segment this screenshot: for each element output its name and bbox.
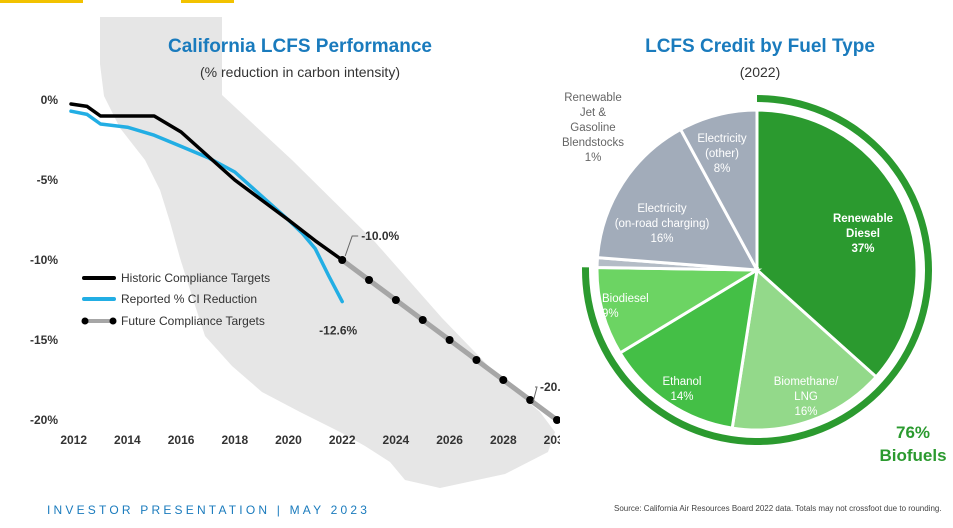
x-tick-label: 2020: [275, 433, 302, 447]
credit-by-fuel-pie-chart: 76% Biofuels Renewable Diesel 37% Biomethane…: [562, 92, 947, 465]
top-accent-bar-left: [0, 0, 83, 3]
x-tick-label: 2028: [490, 433, 517, 447]
pie-chart-subtitle: (2022): [739, 64, 781, 80]
annotation-label: -12.6%: [319, 324, 357, 338]
future-target-marker: [391, 296, 400, 304]
x-tick-label: 2024: [383, 433, 410, 447]
y-tick-label: -15%: [30, 333, 58, 347]
series-line-0: [69, 102, 344, 262]
pie-slice: [678, 108, 759, 271]
pie-slice-value: 8%: [714, 163, 731, 175]
pie-slice-value: 14%: [670, 391, 693, 403]
pie-slice-value: 16%: [794, 406, 817, 418]
pie-slice-value: 16%: [650, 233, 673, 245]
legend-label: Reported % CI Reduction: [121, 292, 257, 306]
legend-marker: [81, 317, 89, 325]
pie-slice-label: Biomethane/LNG: [774, 376, 839, 403]
pie-slice-label: Biodiesel: [602, 293, 649, 305]
pie-slice-label: Electricity (other): [697, 133, 746, 160]
x-tick-label: 2016: [168, 433, 195, 447]
future-target-marker: [526, 396, 535, 404]
pie-slice: [618, 267, 759, 430]
annotations: -10.0% -12.6% -20.0%: [319, 229, 560, 403]
future-target-marker: [418, 316, 427, 324]
pie-slice-value: 37%: [851, 243, 874, 255]
series-line-1: [69, 109, 344, 304]
california-map-silhouette: [100, 17, 555, 488]
x-tick-label: 2026: [436, 433, 463, 447]
pie-slice-label: Electricity (on-road charging): [615, 203, 710, 230]
pie-slice: [730, 267, 879, 432]
line-chart-subtitle: (% reduction in carbon intensity): [200, 64, 400, 80]
pie-chart-title: LCFS Credit by Fuel Type: [645, 36, 875, 57]
biofuels-ring: 76% Biofuels: [582, 95, 947, 465]
x-tick-label: 2030: [544, 433, 560, 447]
x-axis-ticks: 2012 2014 2016 2018 2020 2022 2024 2026 2028 2030: [60, 433, 560, 447]
legend-label: Historic Compliance Targets: [121, 271, 270, 285]
pie-slice: [755, 108, 919, 379]
pie-slice-value: 1%: [585, 152, 602, 164]
x-tick-label: 2018: [221, 433, 248, 447]
y-axis-ticks: 0% -5% -10% -15% -20%: [30, 93, 58, 427]
x-tick-label: 2014: [114, 433, 141, 447]
pie-slice-label: Ethanol: [662, 376, 701, 388]
future-target-markers: [338, 256, 560, 424]
y-tick-label: -5%: [37, 173, 59, 187]
future-target-marker: [499, 376, 508, 384]
footer-investor-presentation: INVESTOR PRESENTATION | MAY 2023: [47, 503, 371, 517]
annotation-label: -20.0%: [540, 380, 560, 394]
y-tick-label: -10%: [30, 253, 58, 267]
annotation-label: -10.0%: [361, 229, 399, 243]
pie-slice-label: Renewable Jet & Gasoline Blendstocks: [562, 92, 624, 149]
x-tick-label: 2012: [60, 433, 87, 447]
y-tick-label: 0%: [41, 93, 59, 107]
future-target-marker: [338, 256, 347, 264]
annotation-leader: [532, 386, 538, 403]
future-target-marker: [365, 276, 374, 284]
ring-value-label: 76%: [896, 423, 930, 442]
pie-slice-label: Renewable Diesel: [833, 213, 893, 240]
legend-label: Future Compliance Targets: [121, 314, 265, 328]
footer-source-note: Source: California Air Resources Board 2…: [614, 504, 942, 513]
annotation-leader: [344, 235, 359, 257]
line-chart-title: California LCFS Performance: [168, 36, 432, 57]
future-target-marker: [445, 336, 454, 344]
pie-slice: [595, 127, 760, 272]
ring-name-label: Biofuels: [879, 446, 946, 465]
pie-slices: [595, 108, 919, 432]
pie-slice: [595, 265, 763, 355]
top-accent-bar-right: [181, 0, 234, 3]
lcfs-performance-chart: 0%-5%-10%-15%-20% 2012 2014 2016 2018 2020 20…: [30, 17, 560, 488]
pie-labels: Renewable Diesel 37% Biomethane/LNG 16% Ethan…: [562, 92, 893, 418]
y-tick-label: -20%: [30, 413, 58, 427]
future-target-marker: [472, 356, 481, 364]
future-target-marker: [553, 416, 560, 424]
legend-marker: [109, 317, 117, 325]
pie-slice-value: 9%: [602, 308, 619, 320]
x-tick-label: 2022: [329, 433, 356, 447]
legend: Historic Compliance Targets Reported % CI…: [81, 271, 270, 328]
